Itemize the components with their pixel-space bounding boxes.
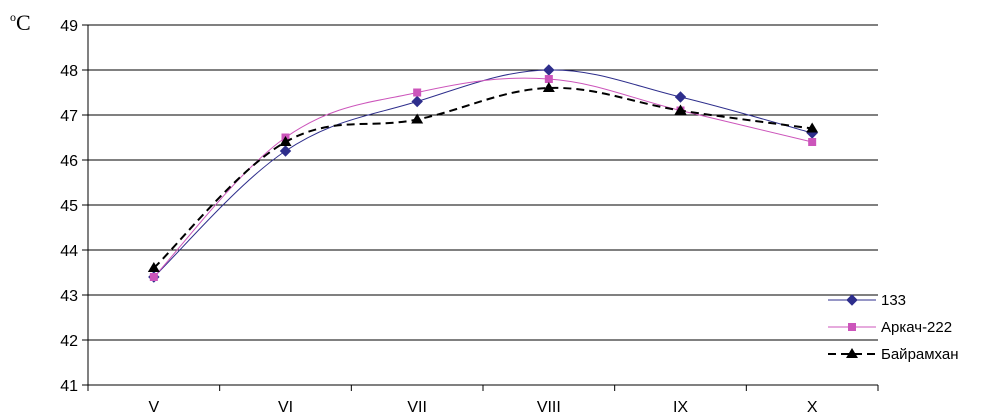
x-tick-label: IX — [673, 399, 688, 416]
y-tick-label: 45 — [60, 198, 78, 215]
data-point-1 — [543, 64, 555, 76]
data-point-3 — [147, 262, 160, 272]
legend-label-1: 133 — [881, 292, 906, 309]
unit-main: C — [16, 10, 31, 35]
legend-marker-3 — [846, 348, 858, 358]
grid-lines — [88, 24, 878, 341]
data-point-2 — [149, 273, 158, 281]
legend-label-2: Аркач-222 — [881, 319, 952, 336]
x-tick-labels: V VI VII VIII IX X — [148, 399, 817, 416]
data-point-3 — [806, 122, 819, 133]
legend-marker-2 — [848, 323, 856, 331]
data-point-3 — [542, 82, 555, 92]
y-tick-label: 42 — [60, 333, 78, 350]
series-line-3 — [153, 86, 813, 269]
legend-label-3: Байрамхан — [881, 346, 959, 363]
y-unit-label: oC — [10, 10, 31, 36]
x-tick-label: X — [807, 399, 818, 416]
y-tick-label: 43 — [60, 288, 78, 305]
y-tick-label: 47 — [60, 108, 78, 125]
data-point-2 — [413, 88, 422, 97]
series-layer — [147, 64, 819, 283]
y-tick-label: 48 — [60, 63, 78, 80]
x-tick-label: VI — [278, 399, 293, 416]
y-tick-label: 46 — [60, 153, 78, 170]
y-tick-labels: 41 42 43 44 45 46 47 48 49 — [60, 18, 78, 395]
x-tick-label: VIII — [537, 399, 561, 416]
y-tick-label: 44 — [60, 243, 78, 260]
data-point-3 — [674, 104, 687, 115]
data-point-2 — [808, 138, 817, 146]
data-point-1 — [674, 91, 687, 103]
data-point-3 — [411, 113, 424, 124]
series-line-1 — [153, 69, 813, 278]
legend-marker-1 — [846, 294, 858, 306]
legend: 133 Аркач-222 Байрамхан — [828, 292, 959, 363]
unit-superscript: o — [10, 10, 16, 24]
data-point-3 — [279, 136, 292, 146]
y-tick-label: 41 — [60, 378, 78, 395]
data-point-1 — [279, 145, 292, 157]
data-point-2 — [544, 75, 553, 83]
x-tick-label: VII — [407, 399, 427, 416]
data-point-1 — [411, 95, 423, 108]
axes — [82, 24, 879, 391]
y-tick-label: 49 — [60, 18, 78, 35]
x-tick-label: V — [148, 399, 159, 416]
